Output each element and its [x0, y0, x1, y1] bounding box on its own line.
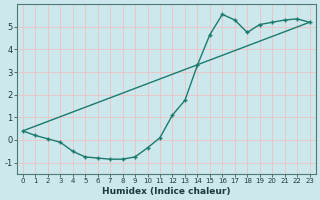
- X-axis label: Humidex (Indice chaleur): Humidex (Indice chaleur): [102, 187, 230, 196]
